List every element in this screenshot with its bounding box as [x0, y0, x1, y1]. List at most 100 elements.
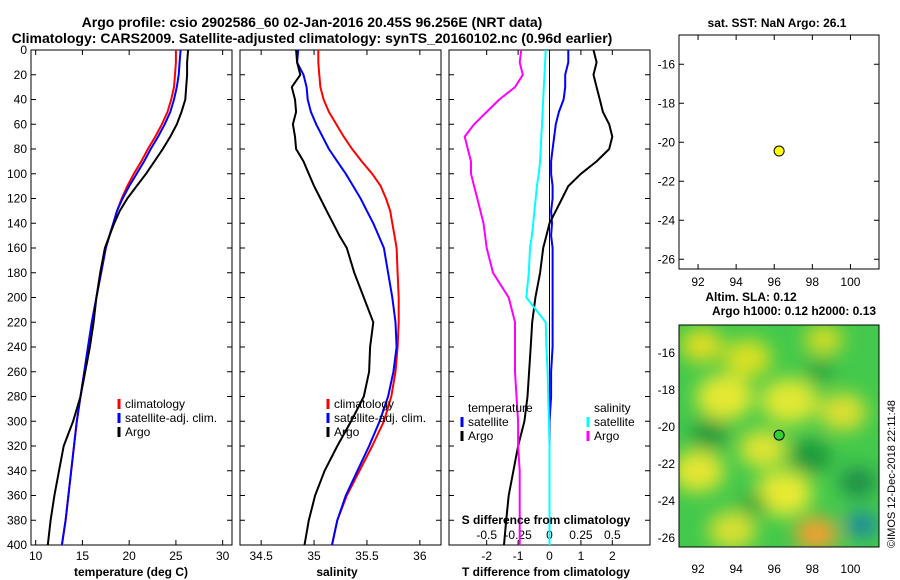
sla_map-ytick-label: -16: [658, 346, 676, 360]
sla-heatmap-cell: [739, 429, 787, 468]
sla-heatmap-cell: [789, 439, 832, 474]
depth-tick-label: 320: [7, 439, 27, 453]
temperature-xtick-label: 30: [216, 549, 230, 563]
depth-tick-label: 180: [7, 266, 27, 280]
sst_map-ytick-label: -18: [658, 96, 676, 110]
sst_map-ytick-label: -20: [658, 135, 676, 149]
sla_map-xtick-label: 98: [806, 562, 820, 576]
sla_map-argo-location-marker: [773, 429, 785, 441]
difference-legend-label: Argo: [468, 429, 494, 443]
difference-top-axis-label: S difference from climatology: [462, 513, 631, 527]
difference-legend-label: Argo: [594, 429, 620, 443]
sla-heatmap-cell: [845, 511, 879, 539]
salinity-xtick-label: 34.5: [249, 549, 273, 563]
temperature-legend-label: climatology: [125, 397, 185, 411]
sla-map-title-line1: Altim. SLA: 0.12: [705, 290, 797, 304]
salinity-series-argo: [290, 49, 375, 546]
sst_map-argo-location-marker: [773, 145, 785, 157]
salinity-xtick-label: 35.5: [355, 549, 379, 563]
depth-tick-label: 120: [7, 192, 27, 206]
sla-map-title-line2: Argo h1000: 0.12 h2000: 0.13: [712, 304, 876, 318]
sla_map-xtick-label: 100: [840, 562, 860, 576]
sla-heatmap-cell: [794, 516, 838, 547]
sla-heatmap-cell: [680, 328, 724, 363]
depth-tick-label: 280: [7, 390, 27, 404]
difference-xtick-label: -2: [481, 549, 492, 563]
sst_map-ytick-label: -24: [658, 213, 676, 227]
figure-title-line2: Climatology: CARS2009. Satellite-adjuste…: [12, 30, 613, 46]
sla-heatmap-cell: [690, 418, 729, 450]
temperature-xtick-label: 15: [76, 549, 90, 563]
sla_map-ytick-label: -24: [658, 494, 676, 508]
sla-heatmap-cell: [723, 339, 772, 378]
figure-title-line1: Argo profile: csio 2902586_60 02-Jan-201…: [82, 14, 543, 30]
sla-heatmap-cell: [708, 511, 757, 547]
sla-map-frame: [678, 324, 880, 548]
sla_map-ytick-label: -22: [658, 457, 676, 471]
sla_map-ytick-label: -26: [658, 531, 676, 545]
depth-tick-label: 80: [14, 142, 28, 156]
salinity-legend-label: satellite-adj. clim.: [334, 411, 426, 425]
salinity-xtick-label: 36: [413, 549, 427, 563]
temperature-xtick-label: 25: [169, 549, 183, 563]
difference-s-tick-label: 0.25: [569, 528, 593, 542]
depth-tick-label: 60: [14, 117, 28, 131]
sla-heatmap-blobs: [679, 325, 879, 547]
depth-tick-label: 220: [7, 315, 27, 329]
difference-xtick-label: 2: [609, 549, 616, 563]
depth-tick-label: 140: [7, 216, 27, 230]
sst-map-title: sat. SST: NaN Argo: 26.1: [708, 16, 847, 30]
sst_map-ytick-label: -22: [658, 174, 676, 188]
sst_map-ytick-label: -26: [658, 252, 676, 266]
temperature-series-argo: [46, 49, 190, 546]
sla_map-xtick-label: 94: [729, 562, 743, 576]
difference-legend-title-temperature: temperature: [468, 401, 533, 415]
sla-heatmap-cell: [755, 470, 813, 517]
difference-xtick-label: 0: [546, 549, 553, 563]
depth-tick-label: 260: [7, 365, 27, 379]
sla-heatmap-cell: [760, 377, 819, 424]
salinity-legend-label: Argo: [334, 425, 360, 439]
salinity-series-climatology: [317, 50, 400, 546]
salinity-legend-label: climatology: [334, 397, 394, 411]
temperature-xtick-label: 20: [122, 549, 136, 563]
depth-tick-label: 340: [7, 464, 27, 478]
series-layer: [46, 49, 880, 548]
sla-heatmap: [679, 325, 879, 547]
sla-heatmap-cell: [804, 325, 843, 356]
sst_map-xtick-label: 92: [691, 275, 705, 289]
salinity-xtick-label: 35: [307, 549, 321, 563]
depth-tick-label: 240: [7, 340, 27, 354]
difference-series-s-argo: [463, 49, 524, 545]
difference-s-tick-label: -0.25: [504, 528, 532, 542]
depth-tick-label: 160: [7, 241, 27, 255]
sst_map-xtick-label: 98: [806, 275, 820, 289]
difference-series-s-satellite: [525, 49, 551, 545]
difference-s-tick-label: -0.5: [476, 528, 497, 542]
depth-tick-label: 100: [7, 167, 27, 181]
difference-xtick-label: -1: [513, 549, 524, 563]
difference-s-tick-label: 0.5: [604, 528, 621, 542]
temperature-legend-label: Argo: [125, 425, 151, 439]
sla_map-ytick-label: -20: [658, 420, 676, 434]
imos-watermark: ©IMOS 12-Dec-2018 22:11:48: [886, 400, 898, 548]
sla-heatmap-cell: [805, 359, 835, 383]
temperature-legend-label: satellite-adj. clim.: [125, 411, 217, 425]
temperature-xtick-label: 10: [29, 549, 43, 563]
sst_map-xtick-label: 100: [840, 275, 860, 289]
sla_map-xtick-label: 96: [768, 562, 782, 576]
difference-legend-label: satellite: [594, 415, 635, 429]
sla-heatmap-cell: [679, 450, 725, 493]
depth-tick-label: 0: [20, 43, 27, 57]
temperature-panel: [30, 49, 233, 546]
salinity-xlabel: salinity: [316, 565, 358, 579]
sla-heatmap-cell: [696, 374, 754, 421]
depth-tick-label: 300: [7, 414, 27, 428]
difference-series-t-argo: [503, 49, 614, 546]
sla-heatmap-cell: [819, 392, 867, 431]
sla-heatmap-cell: [739, 493, 768, 516]
difference-xlabel: T difference from climatology: [462, 565, 630, 579]
difference-xtick-label: 1: [578, 549, 585, 563]
sla-heatmap-cell: [839, 467, 878, 498]
